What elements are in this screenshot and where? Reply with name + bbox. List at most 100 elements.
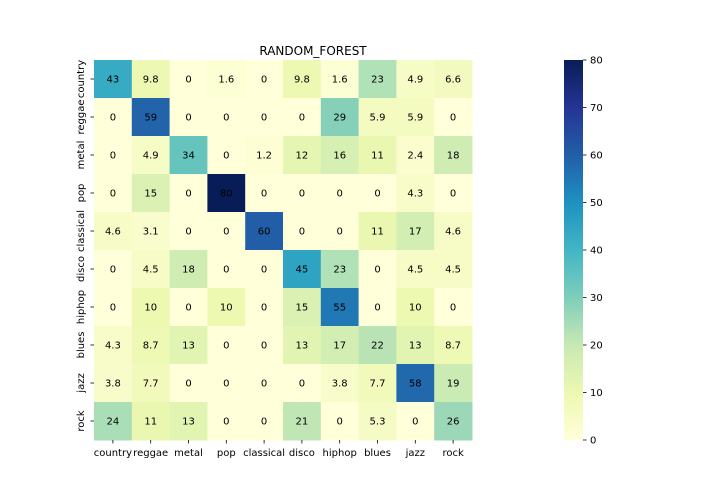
heatmap-cell	[169, 212, 208, 251]
cell-value-label: 29	[333, 113, 346, 124]
heatmap-cell	[358, 326, 397, 365]
cell-value-label: 17	[409, 227, 422, 238]
cell-value-label: 16	[333, 151, 346, 162]
x-tick-label: blues	[364, 448, 391, 459]
cell-value-label: 13	[296, 341, 309, 352]
cell-value-label: 5.3	[370, 417, 386, 428]
cell-value-label: 0	[223, 417, 229, 428]
heatmap-cell	[283, 364, 322, 403]
cell-value-label: 0	[374, 189, 380, 200]
colorbar-tick-label: 50	[590, 198, 603, 209]
cell-value-label: 24	[107, 417, 120, 428]
cell-value-label: 0	[110, 189, 116, 200]
cell-value-label: 15	[296, 303, 309, 314]
heatmap-cell	[320, 402, 360, 441]
cell-value-label: 45	[296, 265, 309, 276]
heatmap-cell	[131, 60, 171, 99]
heatmap-cell	[169, 402, 208, 441]
colorbar-tick-label: 20	[590, 341, 603, 352]
heatmap-cell	[245, 136, 284, 175]
heatmap-cell	[396, 136, 435, 175]
heatmap-cell	[131, 288, 171, 327]
cell-value-label: 13	[182, 417, 195, 428]
heatmap-cell	[396, 60, 435, 99]
heatmap-cell	[169, 288, 208, 327]
heatmap-cell	[207, 60, 246, 99]
heatmap-cell	[358, 250, 397, 289]
cell-value-label: 0	[223, 151, 229, 162]
cell-value-label: 3.1	[143, 227, 159, 238]
heatmap-cells: 43 9.8 0 1.6 0 9.8 1.6 23 4.9 6.6 0 59 0 0 0 0 29 5.9 5.9 0…	[94, 60, 473, 441]
heatmap-cell	[169, 98, 208, 137]
cell-value-label: 55	[333, 303, 346, 314]
heatmap-cell	[320, 60, 360, 99]
cell-value-label: 0	[299, 379, 305, 390]
cell-value-label: 0	[223, 265, 229, 276]
colorbar-tick-label: 10	[590, 388, 603, 399]
cell-value-label: 23	[333, 265, 346, 276]
colorbar-tick-label: 40	[590, 246, 603, 257]
heatmap-cell	[283, 402, 322, 441]
cell-value-label: 0	[261, 113, 267, 124]
heatmap-cell	[320, 250, 360, 289]
heatmap-cell	[94, 326, 133, 365]
heatmap-cell	[207, 326, 246, 365]
heatmap-cell	[396, 326, 435, 365]
cell-value-label: 9.8	[143, 75, 159, 86]
cell-value-label: 26	[447, 417, 460, 428]
heatmap-cell	[283, 288, 322, 327]
heatmap-cell	[396, 402, 435, 441]
heatmap-cell	[169, 326, 208, 365]
heatmap-cell	[207, 288, 246, 327]
y-tick-label: reggae	[76, 99, 87, 134]
colorbar	[564, 60, 583, 440]
heatmap-cell	[169, 60, 208, 99]
y-tick-label: classical	[76, 210, 87, 252]
colorbar-gradient	[564, 60, 583, 440]
chart-title: RANDOM_FOREST	[259, 44, 367, 58]
heatmap-cell	[358, 136, 397, 175]
heatmap-cell	[245, 60, 284, 99]
heatmap-cell	[396, 250, 435, 289]
heatmap-cell	[320, 364, 360, 403]
cell-value-label: 1.6	[332, 75, 348, 86]
cell-value-label: 0	[110, 113, 116, 124]
heatmap-cell	[245, 212, 284, 251]
cell-value-label: 58	[409, 379, 422, 390]
heatmap-cell	[283, 212, 322, 251]
heatmap-cell	[207, 402, 246, 441]
heatmap-cell	[396, 212, 435, 251]
cell-value-label: 0	[299, 113, 305, 124]
cell-value-label: 34	[182, 151, 195, 162]
cell-value-label: 0	[110, 151, 116, 162]
x-tick-label: classical	[243, 448, 285, 459]
heatmap-cell	[169, 250, 208, 289]
heatmap-cell	[434, 98, 473, 137]
cell-value-label: 7.7	[143, 379, 159, 390]
heatmap-cell	[94, 212, 133, 251]
colorbar-tick-label: 80	[590, 56, 603, 67]
cell-value-label: 80	[220, 189, 233, 200]
heatmap-cell	[131, 174, 171, 213]
heatmap-cell	[358, 98, 397, 137]
cell-value-label: 0	[185, 303, 191, 314]
cell-value-label: 11	[371, 151, 384, 162]
cell-value-label: 1.6	[218, 75, 234, 86]
heatmap-cell	[207, 212, 246, 251]
heatmap-cell	[131, 326, 171, 365]
cell-value-label: 11	[371, 227, 384, 238]
heatmap-cell	[245, 250, 284, 289]
cell-value-label: 10	[220, 303, 233, 314]
heatmap-cell	[245, 364, 284, 403]
cell-value-label: 18	[182, 265, 195, 276]
cell-value-label: 0	[450, 113, 456, 124]
cell-value-label: 0	[261, 341, 267, 352]
y-tick-label: disco	[76, 256, 87, 282]
cell-value-label: 0	[450, 303, 456, 314]
cell-value-label: 0	[185, 379, 191, 390]
heatmap-cell	[131, 402, 171, 441]
heatmap-cell	[320, 288, 360, 327]
cell-value-label: 10	[409, 303, 422, 314]
cell-value-label: 8.7	[445, 341, 461, 352]
